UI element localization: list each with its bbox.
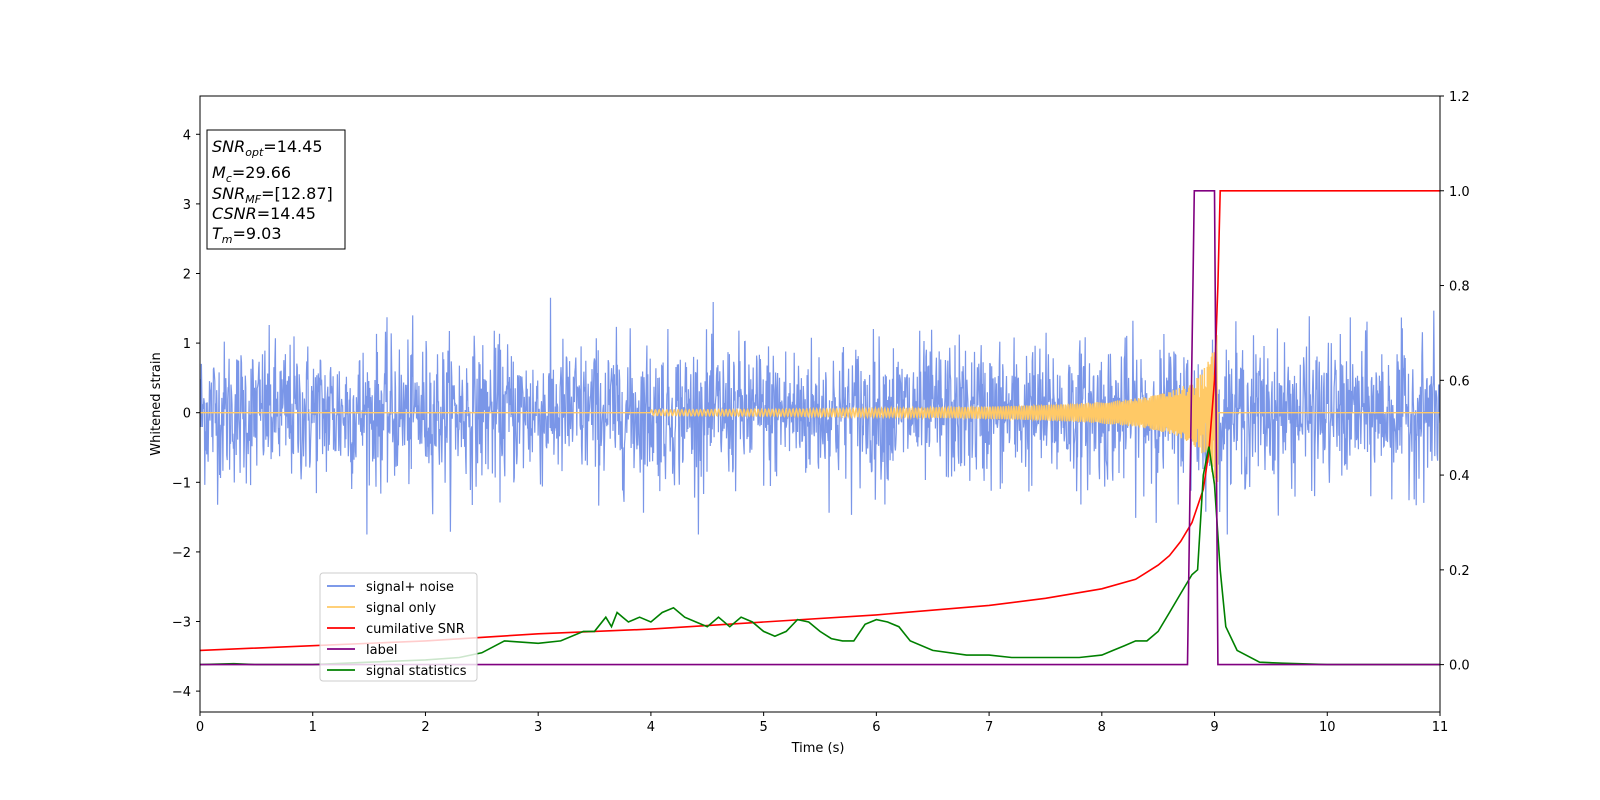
x-tick-label: 8 — [1098, 720, 1106, 735]
y-tick-label: 4 — [183, 128, 191, 143]
series-cumilative-snr — [200, 190, 1440, 652]
x-tick-label: 5 — [759, 720, 767, 735]
legend-box — [319, 572, 478, 682]
y-tick-label: −2 — [172, 546, 191, 561]
metric-line: CSNR=14.45 — [212, 204, 316, 223]
y2-tick-label: 1.2 — [1449, 90, 1470, 105]
legend-label: signal statistics — [366, 664, 467, 679]
x-axis: 0 1 2 3 4 5 6 7 8 9 10 11 — [196, 712, 1448, 735]
series-signal-plus-noise — [200, 297, 1440, 535]
metrics-annotation-box — [206, 129, 346, 250]
plot-lines — [200, 190, 1440, 666]
x-tick-label: 2 — [421, 720, 429, 735]
x-tick-label: 10 — [1319, 720, 1336, 735]
legend-label: signal only — [366, 601, 436, 616]
x-tick-label: 7 — [985, 720, 993, 735]
metric-line: Tm=9.03 — [212, 224, 282, 246]
plot-frame — [199, 95, 1441, 713]
x-tick-label: 9 — [1210, 720, 1218, 735]
legend-label: cumilative SNR — [366, 622, 465, 637]
metric-line: Mc=29.66 — [212, 163, 291, 185]
y-tick-label: −1 — [172, 476, 191, 491]
x-tick-label: 4 — [647, 720, 655, 735]
y2-tick-label: 0.8 — [1449, 280, 1470, 295]
y-axis-left: −4 −3 −2 −1 0 1 2 3 4 — [172, 128, 200, 700]
metric-line: SNRMF=[12.87] — [212, 184, 333, 206]
y2-tick-label: 0.4 — [1449, 469, 1470, 484]
legend-label: signal+ noise — [366, 580, 454, 595]
y2-tick-label: 1.0 — [1449, 185, 1470, 200]
series-label — [200, 190, 1440, 666]
x-tick-label: 0 — [196, 720, 204, 735]
x-tick-label: 1 — [309, 720, 317, 735]
legend-label: label — [366, 643, 397, 658]
series-signal-only — [200, 335, 1440, 485]
y2-tick-label: 0.2 — [1449, 564, 1470, 579]
y-tick-label: −3 — [172, 616, 191, 631]
legend: signal+ noise signal only cumilative SNR la… — [319, 572, 478, 682]
y-tick-label: −4 — [172, 685, 191, 700]
y-tick-label: 2 — [183, 267, 191, 282]
y-tick-label: 1 — [183, 337, 191, 352]
y-tick-label: 0 — [183, 407, 191, 422]
y-tick-label: 3 — [183, 198, 191, 213]
x-axis-label: Time (s) — [791, 741, 845, 756]
metric-line: SNRopt=14.45 — [212, 137, 323, 159]
y2-tick-label: 0.6 — [1449, 374, 1470, 389]
y-axis-right: 0.0 0.2 0.4 0.6 0.8 1.0 1.2 — [1440, 90, 1470, 674]
metrics-annotation: SNRopt=14.45 Mc=29.66SNRMF=[12.87]CSNR=14… — [206, 129, 346, 250]
x-tick-label: 3 — [534, 720, 542, 735]
x-tick-label: 6 — [872, 720, 880, 735]
x-tick-label: 11 — [1432, 720, 1449, 735]
y2-tick-label: 0.0 — [1449, 659, 1470, 674]
y-axis-label: Whitened strain — [149, 352, 164, 455]
